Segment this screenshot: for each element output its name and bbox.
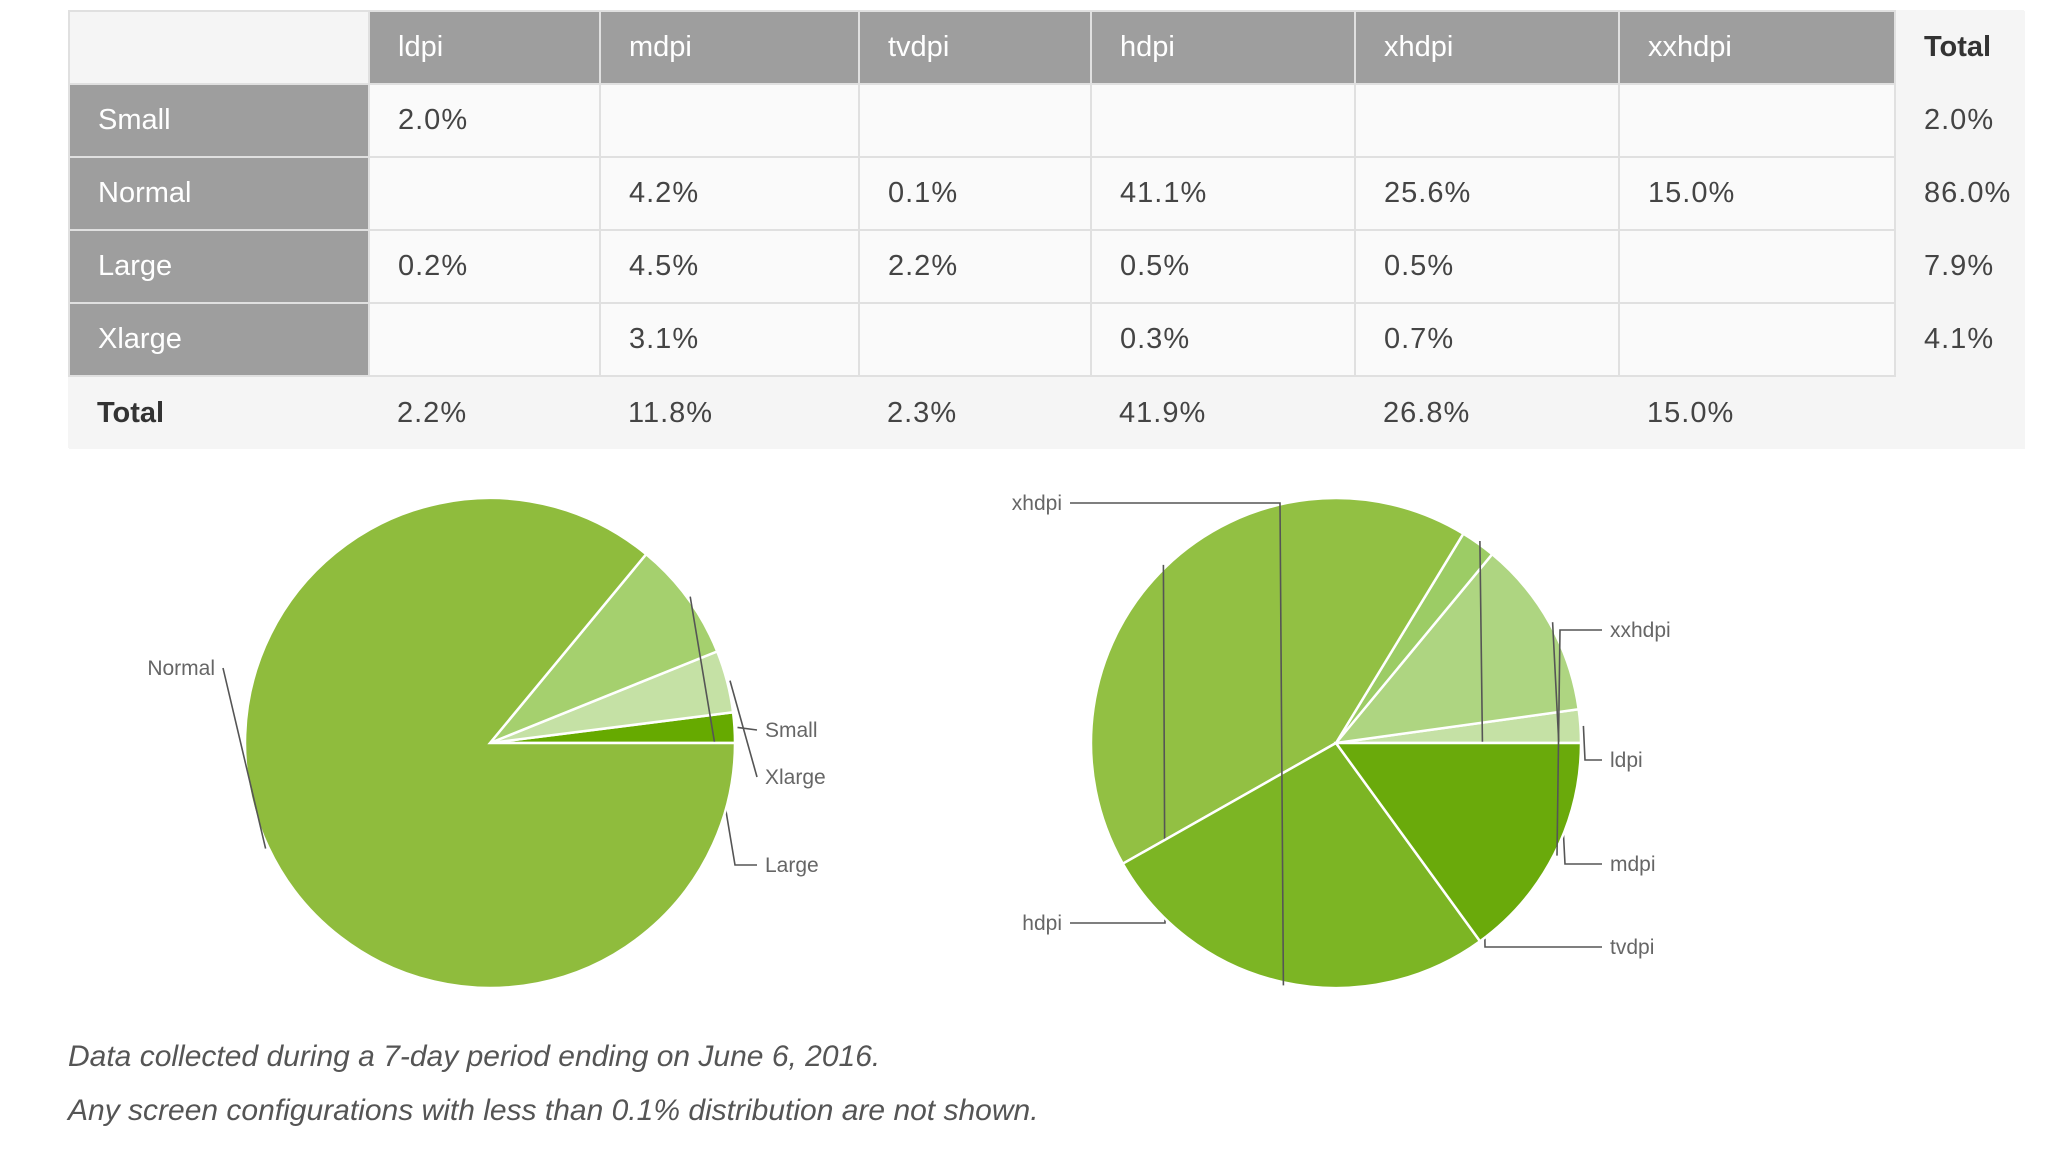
row-header-small: Small	[68, 83, 370, 158]
pie-slice-large	[489, 552, 719, 745]
header-row: ldpi mdpi tvdpi hdpi xhdpi xxhdpi Total	[68, 10, 2025, 85]
column-total-cell: 26.8%	[1355, 376, 1619, 449]
column-total-cell: 2.3%	[859, 376, 1091, 449]
column-header-total: Total	[1895, 11, 2025, 84]
distribution-threshold-note: Any screen configurations with less than…	[68, 1094, 1039, 1127]
row-header-normal: Normal	[68, 156, 370, 231]
table-cell: 25.6%	[1354, 156, 1620, 231]
leader-line-hdpi	[1070, 564, 1166, 924]
table-row: Large 0.2% 4.5% 2.2% 0.5% 0.5% 7.9%	[68, 229, 2025, 304]
table-cell: 15.0%	[1618, 156, 1896, 231]
leader-line-ldpi	[1582, 725, 1602, 761]
pie-charts: Small Xlarge Large Normal ldpi mdpi tvdpi hdpi…	[147, 492, 1671, 990]
table-cell: 3.1%	[599, 302, 860, 377]
row-header-xlarge: Xlarge	[68, 302, 370, 377]
slice-label-small: Small	[765, 719, 818, 742]
column-header-hdpi: hdpi	[1090, 10, 1356, 85]
distribution-table: ldpi mdpi tvdpi hdpi xhdpi xxhdpi Total …	[68, 10, 2026, 449]
table-cell: 4.5%	[599, 229, 860, 304]
leader-line-large	[689, 596, 757, 866]
empty-total-cell	[1895, 376, 2025, 449]
screen-size-pie-chart: Small Xlarge Large Normal	[147, 496, 826, 990]
table-cell	[858, 302, 1092, 377]
slice-label-large: Large	[765, 854, 819, 877]
table-cell: 0.3%	[1090, 302, 1356, 377]
screen-density-pie-chart: ldpi mdpi tvdpi hdpi xhdpi xxhdpi	[1012, 492, 1671, 990]
table-row: Xlarge 3.1% 0.3% 0.7% 4.1%	[68, 302, 2025, 377]
table-cell: 0.1%	[858, 156, 1092, 231]
row-total-cell: 2.0%	[1895, 84, 2025, 157]
table-row: Small 2.0% 2.0%	[68, 83, 2025, 158]
distribution-table-panel: ldpi mdpi tvdpi hdpi xhdpi xxhdpi Total …	[68, 10, 2026, 449]
table-cell: 0.7%	[1354, 302, 1620, 377]
column-header-xhdpi: xhdpi	[1354, 10, 1620, 85]
row-header-large: Large	[68, 229, 370, 304]
table-cell: 4.2%	[599, 156, 860, 231]
slice-label-xhdpi: xhdpi	[1012, 492, 1062, 515]
row-total-cell: 86.0%	[1895, 157, 2025, 230]
column-header-tvdpi: tvdpi	[858, 10, 1092, 85]
table-cell	[368, 302, 601, 377]
pie-slice-mdpi	[1332, 552, 1581, 745]
column-total-cell: 41.9%	[1091, 376, 1355, 449]
column-header-ldpi: ldpi	[368, 10, 601, 85]
table-cell	[368, 156, 601, 231]
table-cell: 0.5%	[1354, 229, 1620, 304]
slice-label-xxhdpi: xxhdpi	[1610, 619, 1671, 642]
leader-line-mdpi	[1551, 622, 1602, 865]
pie-slice-xxhdpi	[1333, 741, 1583, 943]
slice-label-normal: Normal	[147, 657, 215, 680]
slice-label-xlarge: Xlarge	[765, 766, 826, 789]
table-cell	[1618, 302, 1896, 377]
leader-line-small	[737, 726, 758, 731]
slice-label-ldpi: ldpi	[1610, 749, 1643, 772]
column-total-cell: 2.2%	[369, 376, 600, 449]
table-cell	[1090, 83, 1356, 158]
corner-cell	[68, 10, 370, 85]
leader-line-xlarge	[729, 680, 758, 778]
leader-line-xhdpi	[1070, 502, 1285, 986]
pie-slice-normal	[243, 496, 737, 990]
table-cell: 0.5%	[1090, 229, 1356, 304]
table-cell: 2.0%	[368, 83, 601, 158]
column-total-cell: 15.0%	[1619, 376, 1895, 449]
row-total-cell: 4.1%	[1895, 303, 2025, 376]
table-cell	[1618, 229, 1896, 304]
leader-line-xxhdpi	[1556, 629, 1602, 856]
slice-label-hdpi: hdpi	[1022, 912, 1062, 935]
table-row: Normal 4.2% 0.1% 41.1% 25.6% 15.0% 86.0%	[68, 156, 2025, 231]
table-cell: 0.2%	[368, 229, 601, 304]
table-cell	[1618, 83, 1896, 158]
pie-slice-hdpi	[1089, 496, 1466, 866]
column-header-mdpi: mdpi	[599, 10, 860, 85]
data-collection-note: Data collected during a 7-day period end…	[68, 1040, 881, 1073]
table-cell	[858, 83, 1092, 158]
slice-label-mdpi: mdpi	[1610, 853, 1656, 876]
table-cell: 2.2%	[858, 229, 1092, 304]
column-total-cell: 11.8%	[600, 376, 859, 449]
totals-row: Total 2.2% 11.8% 2.3% 41.9% 26.8% 15.0%	[69, 376, 2025, 449]
column-header-xxhdpi: xxhdpi	[1618, 10, 1896, 85]
leader-line-normal	[222, 667, 267, 849]
slice-label-tvdpi: tvdpi	[1610, 936, 1654, 959]
row-total-cell: 7.9%	[1895, 230, 2025, 303]
table-cell	[599, 83, 860, 158]
table-cell: 41.1%	[1090, 156, 1356, 231]
leader-line-tvdpi	[1479, 540, 1602, 948]
table-cell	[1354, 83, 1620, 158]
row-header-total: Total	[69, 376, 369, 449]
